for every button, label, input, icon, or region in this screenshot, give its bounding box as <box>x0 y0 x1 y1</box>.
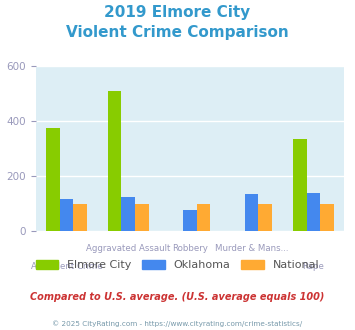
Bar <box>121 197 135 231</box>
Bar <box>183 211 197 231</box>
Text: Violent Crime Comparison: Violent Crime Comparison <box>66 25 289 40</box>
Bar <box>320 204 334 231</box>
Text: Aggravated Assault: Aggravated Assault <box>86 244 170 253</box>
Bar <box>108 91 121 231</box>
Text: Robbery: Robbery <box>172 244 208 253</box>
Bar <box>307 192 320 231</box>
Bar <box>197 204 210 231</box>
Bar <box>46 128 60 231</box>
Text: All Violent Crime: All Violent Crime <box>31 262 102 271</box>
Text: 2019 Elmore City: 2019 Elmore City <box>104 5 251 20</box>
Text: Murder & Mans...: Murder & Mans... <box>215 244 289 253</box>
Bar <box>245 194 258 231</box>
Bar <box>60 199 73 231</box>
Bar <box>258 204 272 231</box>
Text: Compared to U.S. average. (U.S. average equals 100): Compared to U.S. average. (U.S. average … <box>30 292 325 302</box>
Bar <box>135 204 148 231</box>
Bar <box>73 204 87 231</box>
Text: © 2025 CityRating.com - https://www.cityrating.com/crime-statistics/: © 2025 CityRating.com - https://www.city… <box>53 321 302 327</box>
Text: Rape: Rape <box>302 262 324 271</box>
Legend: Elmore City, Oklahoma, National: Elmore City, Oklahoma, National <box>36 260 319 270</box>
Bar <box>293 139 307 231</box>
